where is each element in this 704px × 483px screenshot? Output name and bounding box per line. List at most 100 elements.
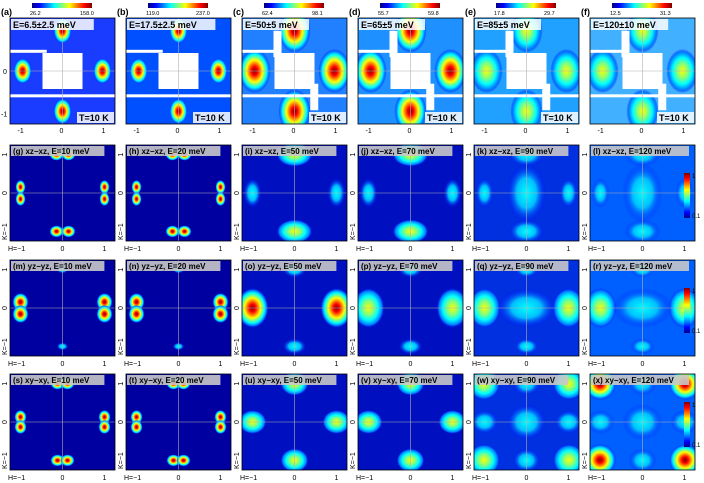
intensity-spot — [176, 454, 191, 467]
x-tick-label: -1 — [366, 128, 372, 135]
x-tick-label: 1 — [103, 475, 107, 482]
y-tick-label: 0 — [466, 306, 473, 310]
detector-gap — [126, 49, 163, 53]
panel-v: (v) xy−xy, E=70 meV H=−1 0 1 K=−1 0 1 — [350, 373, 464, 482]
intensity-spot — [61, 225, 76, 238]
y-tick-label: 1 — [2, 382, 9, 386]
colorbar — [684, 173, 690, 218]
panel-frame — [125, 17, 232, 125]
row-colorbar: 10.1 — [684, 402, 701, 449]
y-tick-label: 0 — [582, 306, 589, 310]
x-tick-label: H=−1 — [472, 361, 489, 368]
y-tick-label: K=−1 — [2, 338, 9, 355]
panel-label: (g) xz−xz, E=10 meV — [13, 147, 90, 156]
colorbar-min: 26.2 — [30, 11, 41, 17]
intensity-spot — [214, 410, 227, 424]
detector-gap — [358, 49, 395, 53]
x-tick-label: 0 — [409, 246, 413, 253]
y-tick-label: 1 — [234, 382, 241, 386]
panel-label: (p) yz−yz, E=70 meV — [361, 262, 438, 271]
y-tick-label: K=−1 — [350, 452, 357, 469]
panel-t: (t) xy−xy, E=20 meV H=−1 0 1 K=−1 0 1 — [118, 373, 232, 482]
label-background — [11, 146, 105, 156]
x-tick-label: 0 — [641, 361, 645, 368]
intensity-spot — [15, 192, 26, 206]
y-tick-label: -1 — [1, 111, 7, 118]
label-background — [475, 19, 541, 30]
intensity-spot — [14, 410, 27, 424]
intensity-spot — [12, 305, 29, 323]
y-tick-label: 1 — [234, 268, 241, 272]
panel-m: (m) yz−yz, E=10 meV H=−1 0 1 K=−1 0 1 — [2, 259, 116, 368]
x-tick-label: 1 — [682, 128, 686, 135]
intensity-spot — [99, 192, 110, 206]
energy-label: E=6.5±2.5 meV — [13, 20, 76, 30]
y-tick-label: K=−1 — [582, 338, 589, 355]
detector-gap — [273, 30, 282, 58]
panel-o: (o) yz−yz, E=50 meV H=−1 0 1 K=−1 0 1 — [234, 259, 348, 368]
panel-frame — [9, 144, 116, 242]
y-tick-label: 1 — [466, 382, 473, 386]
intensity-spot — [553, 444, 579, 470]
label-background — [11, 375, 105, 385]
colorbar-tick: 0.1 — [692, 214, 701, 220]
panel-label: (n) yz−yz, E=20 meV — [129, 262, 206, 271]
colorbar — [612, 3, 672, 8]
x-tick-label: 0 — [292, 128, 296, 135]
panel-letter: (d) — [349, 7, 361, 17]
panel-n: (n) yz−yz, E=20 meV H=−1 0 1 K=−1 0 1 — [118, 259, 232, 368]
x-tick-label: H=−1 — [588, 246, 605, 253]
y-tick-label: 0 — [234, 420, 241, 424]
panel-letter: (e) — [465, 7, 476, 17]
energy-label: E=65±5 meV — [361, 20, 414, 30]
colorbar-min: 12.5 — [610, 11, 621, 17]
colorbar-min: 55.7 — [378, 11, 389, 17]
panel-frame — [589, 373, 696, 471]
y-tick-label: 1 — [582, 268, 589, 272]
y-tick-label: 1 — [118, 153, 125, 157]
panel-d: E=65±5 meV T=10 K (d) 55.7 59.8 -1 0 1 — [349, 3, 464, 135]
y-tick-label: 1 — [350, 153, 357, 157]
colorbar-min: 119.0 — [146, 11, 159, 17]
y-tick-label: 0 — [118, 420, 125, 424]
label-background — [359, 375, 453, 385]
energy-label: E=120±10 meV — [593, 20, 656, 30]
x-tick-label: 1 — [335, 361, 339, 368]
x-tick-label: -1 — [18, 128, 24, 135]
y-tick-label: 0 — [582, 191, 589, 195]
panel-label: (u) xy−xy, E=50 meV — [245, 376, 322, 385]
colorbar-tick: 0.1 — [692, 443, 701, 449]
colorbar-max: 158.0 — [80, 11, 94, 17]
y-tick-label: 1 — [466, 268, 473, 272]
y-tick-label: 0 — [118, 191, 125, 195]
x-tick-label: 0 — [177, 361, 181, 368]
panel-frame — [9, 373, 116, 471]
panel-frame — [357, 373, 464, 471]
x-tick-label: 0 — [409, 475, 413, 482]
panel-label: (m) yz−yz, E=10 meV — [13, 262, 92, 271]
colorbar-min: 17.8 — [494, 11, 505, 17]
label-background — [127, 146, 221, 156]
panel-frame — [241, 259, 348, 357]
y-tick-label: 1 — [350, 382, 357, 386]
x-tick-label: 1 — [218, 128, 222, 135]
y-tick-label: 1 — [2, 153, 9, 157]
panel-frame — [589, 259, 696, 357]
panel-a: E=6.5±2.5 meV T=10 K (a) 26.2 158.0 -1 0 1 0 -1 — [1, 3, 116, 135]
panel-l: (l) xz−xz, E=120 meV H=−1 0 1 K=−1 0 1 — [582, 144, 696, 253]
panel-letter: (c) — [233, 7, 244, 17]
temperature-label: T=10 K — [543, 113, 573, 123]
label-background — [475, 261, 569, 271]
y-tick-label: 0 — [118, 306, 125, 310]
x-tick-label: 0 — [177, 475, 181, 482]
x-tick-label: -1 — [134, 128, 140, 135]
intensity-spot — [590, 444, 616, 470]
energy-label: E=50±5 meV — [245, 20, 298, 30]
x-tick-label: 1 — [451, 246, 455, 253]
x-tick-label: 1 — [683, 246, 687, 253]
x-tick-label: 0 — [525, 246, 529, 253]
y-tick-label: 0 — [466, 420, 473, 424]
label-background — [243, 19, 309, 30]
panel-g: (g) xz−xz, E=10 meV H=−1 0 1 K=−1 0 1 — [2, 144, 116, 253]
x-tick-label: 0 — [640, 128, 644, 135]
